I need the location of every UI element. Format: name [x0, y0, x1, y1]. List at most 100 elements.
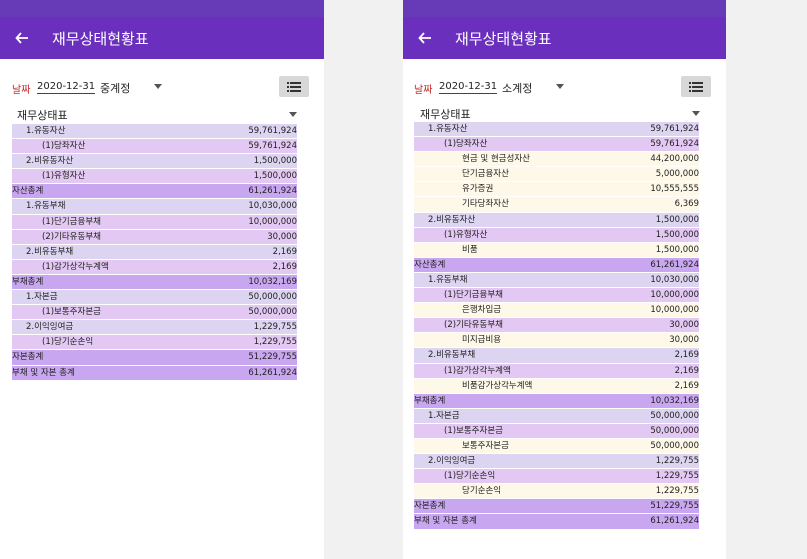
account-name: (1)당기순손익: [444, 471, 496, 482]
report-type-select[interactable]: 재무상태표: [420, 106, 701, 122]
back-button[interactable]: [12, 28, 32, 48]
account-amount: 10,032,169: [650, 395, 699, 406]
table-row[interactable]: (1)감가상각누계액 2,169: [414, 363, 699, 379]
table-row[interactable]: 1.유동부채 10,030,000: [12, 199, 297, 215]
account-name: (1)단기금융부채: [42, 216, 101, 227]
table-row[interactable]: (1)단기금융부채 10,000,000: [12, 214, 297, 230]
table-row[interactable]: 2.비유동부채 2,169: [12, 244, 297, 260]
account-amount: 1,229,755: [655, 471, 699, 482]
table-row[interactable]: (1)당좌자산 59,761,924: [414, 137, 699, 153]
caret-down-icon: [556, 84, 564, 89]
account-name: 자본총계: [12, 352, 44, 363]
account-name: 1.자본금: [26, 292, 58, 303]
account-level-select[interactable]: 중계정: [100, 80, 162, 96]
table-row[interactable]: 미지급비용 30,000: [414, 333, 699, 349]
table-row[interactable]: 2.비유동자산 1,500,000: [414, 212, 699, 228]
caret-down-icon: [289, 112, 297, 117]
account-amount: 10,032,169: [248, 276, 297, 287]
table-row[interactable]: 기타당좌자산 6,369: [414, 197, 699, 213]
account-amount: 59,761,924: [650, 124, 699, 134]
account-amount: 51,229,755: [248, 352, 297, 363]
account-amount: 1,500,000: [655, 244, 699, 255]
account-name: 2.이익잉여금: [428, 456, 476, 467]
table-row[interactable]: 자본총계 51,229,755: [12, 350, 297, 366]
account-name: (1)당기순손익: [42, 337, 94, 348]
table-row[interactable]: 1.자본금 50,000,000: [12, 290, 297, 306]
account-amount: 10,030,000: [650, 274, 699, 285]
account-amount: 10,000,000: [650, 305, 699, 316]
account-name: 당기순손익: [462, 486, 502, 497]
date-field[interactable]: 2020-12-31: [37, 81, 96, 94]
account-amount: 1,500,000: [655, 229, 699, 240]
account-amount: 1,500,000: [655, 214, 699, 225]
account-amount: 10,555,555: [650, 184, 699, 195]
table-row[interactable]: 1.유동자산 59,761,924: [414, 122, 699, 138]
table-row[interactable]: (2)기타유동부채 30,000: [12, 229, 297, 245]
table-row[interactable]: 은행차입금 10,000,000: [414, 303, 699, 319]
table-row[interactable]: 1.유동부채 10,030,000: [414, 272, 699, 289]
account-level-select[interactable]: 소계정: [502, 80, 564, 96]
table-row[interactable]: 현금 및 현금성자산 44,200,000: [414, 152, 699, 168]
table-row[interactable]: 부채 및 자본 총계 61,261,924: [414, 514, 699, 530]
account-amount: 1,229,755: [655, 486, 699, 497]
caret-down-icon: [692, 111, 700, 116]
account-name: (1)단기금융부채: [444, 290, 503, 301]
table-row[interactable]: (1)감가상각누계액 2,169: [12, 259, 297, 275]
report-type-select[interactable]: 재무상태표: [17, 107, 298, 123]
table-row[interactable]: (1)유형자산 1,500,000: [414, 227, 699, 243]
account-amount: 2,169: [272, 246, 297, 257]
account-name: 미지급비용: [462, 335, 502, 346]
table-row[interactable]: 자산총계 61,261,924: [12, 184, 297, 200]
table-row[interactable]: 2.이익잉여금 1,229,755: [414, 454, 699, 470]
table-row[interactable]: (1)당기순손익 1,229,755: [414, 469, 699, 485]
report-type-value: 재무상태표: [420, 108, 471, 121]
table-row[interactable]: (1)단기금융부채 10,000,000: [414, 288, 699, 304]
table-row[interactable]: 1.자본금 50,000,000: [414, 408, 699, 424]
account-name: 2.비유동부채: [428, 350, 476, 361]
account-amount: 59,761,924: [248, 126, 297, 136]
table-row[interactable]: 자본총계 51,229,755: [414, 499, 699, 515]
table-row[interactable]: (1)유형자산 1,500,000: [12, 169, 297, 185]
account-amount: 61,261,924: [650, 259, 699, 270]
table-row[interactable]: 1.유동자산 59,761,924: [12, 124, 297, 140]
account-name: 2.비유동자산: [26, 156, 74, 167]
account-name: (2)기타유동부채: [42, 231, 101, 242]
app-bar: 재무상태현황표: [403, 17, 726, 59]
table-row[interactable]: 부채 및 자본 총계 61,261,924: [12, 365, 297, 381]
account-name: 2.비유동부채: [26, 246, 74, 257]
table-row[interactable]: 2.비유동부채 2,169: [414, 348, 699, 364]
account-amount: 1,229,755: [655, 456, 699, 467]
table-row[interactable]: (1)보통주자본금 50,000,000: [12, 305, 297, 321]
list-view-button[interactable]: [279, 76, 309, 97]
table-row[interactable]: (1)당좌자산 59,761,924: [12, 139, 297, 155]
table-row[interactable]: 단기금융자산 5,000,000: [414, 167, 699, 183]
table-row[interactable]: (1)보통주자본금 50,000,000: [414, 423, 699, 439]
table-row[interactable]: (2)기타유동부채 30,000: [414, 318, 699, 334]
back-button[interactable]: [415, 28, 435, 48]
list-view-icon: [689, 81, 703, 92]
table-row[interactable]: 비품 1,500,000: [414, 242, 699, 258]
table-row[interactable]: 2.비유동자산 1,500,000: [12, 154, 297, 170]
account-name: 부채총계: [414, 395, 446, 406]
table-row[interactable]: 보통주자본금 50,000,000: [414, 438, 699, 455]
table-row[interactable]: 당기순손익 1,229,755: [414, 484, 699, 500]
account-name: 은행차입금: [462, 305, 502, 316]
account-name: 2.이익잉여금: [26, 322, 74, 333]
account-name: 기타당좌자산: [462, 199, 509, 210]
account-amount: 50,000,000: [650, 440, 699, 451]
table-row[interactable]: (1)당기순손익 1,229,755: [12, 335, 297, 351]
table-row[interactable]: 자산총계 61,261,924: [414, 257, 699, 273]
account-level-value: 중계정: [100, 82, 131, 95]
screen-title: 재무상태현황표: [455, 29, 552, 48]
account-amount: 2,169: [674, 365, 699, 376]
account-amount: 2,169: [674, 380, 699, 391]
table-row[interactable]: 비품감가상각누계액 2,169: [414, 378, 699, 394]
table-row[interactable]: 2.이익잉여금 1,229,755: [12, 320, 297, 336]
list-view-button[interactable]: [681, 76, 711, 97]
date-field[interactable]: 2020-12-31: [439, 81, 498, 94]
table-row[interactable]: 유가증권 10,555,555: [414, 182, 699, 198]
table-row[interactable]: 부채총계 10,032,169: [414, 393, 699, 409]
filter-bar: 날짜 2020-12-31 소계정: [403, 59, 726, 103]
table-row[interactable]: 부채총계 10,032,169: [12, 274, 297, 291]
left-screen: 재무상태현황표 날짜 2020-12-31 중계정 재무상태표 1.유동자산 59…: [0, 0, 324, 559]
